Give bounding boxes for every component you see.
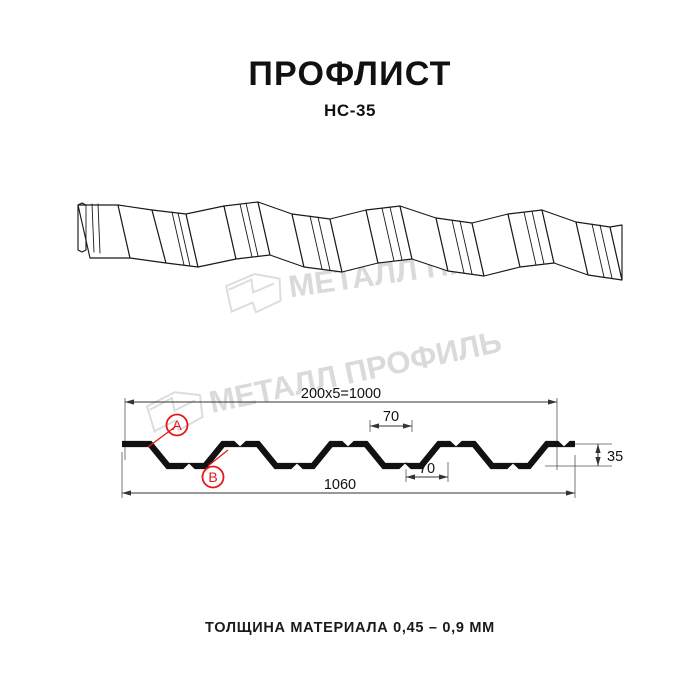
iso-face-slope-4 <box>541 209 589 276</box>
watermark-top: МЕТАЛЛ ПРОФИЛЬ <box>224 228 586 314</box>
iso-face-valley-4 <box>575 221 623 281</box>
iso-fold-lines-5 <box>381 206 403 262</box>
callout-a-leader <box>147 426 176 448</box>
iso-face-top-1 <box>77 204 131 259</box>
iso-face-slope-3 <box>399 205 449 272</box>
callout-a-circle <box>165 413 189 437</box>
metall-profil-logo-icon-2 <box>145 391 204 433</box>
iso-face-right-cap <box>609 224 623 281</box>
dim-label-height: 35 <box>607 449 623 465</box>
extension-lines <box>121 398 612 498</box>
iso-face-valley-3 <box>435 217 485 277</box>
metall-profil-logo-icon <box>224 273 282 314</box>
iso-end-cap <box>77 202 87 253</box>
iso-fold-lines-7 <box>523 210 545 266</box>
watermark-bottom: МЕТАЛЛ ПРОФИЛЬ <box>145 324 505 433</box>
callout-b-leader <box>207 449 229 467</box>
iso-fold-lines-4 <box>309 215 331 271</box>
callout-b-label: B <box>208 469 217 485</box>
iso-face-rise-2 <box>329 209 379 273</box>
page-title: ПРОФЛИСТ <box>248 55 452 93</box>
iso-fold-lines-1 <box>85 203 101 254</box>
iso-face-valley-1 <box>151 209 199 268</box>
stiffening-ribs-bottom <box>183 463 519 470</box>
model-designation: НС-35 <box>323 101 377 120</box>
iso-face-crest-3 <box>507 209 555 268</box>
dim-label-cover-width: 200x5=1000 <box>301 386 381 402</box>
callout-group: A B <box>147 413 229 489</box>
iso-face-rise-3 <box>471 213 521 277</box>
profile-outline <box>122 440 575 470</box>
iso-face-crest-2 <box>365 205 413 264</box>
iso-fold-lines-2 <box>171 211 191 267</box>
dimension-lines <box>122 399 601 496</box>
watermark-text-2: МЕТАЛЛ ПРОФИЛЬ <box>206 324 505 420</box>
material-thickness-note: ТОЛЩИНА МАТЕРИАЛА 0,45 – 0,9 ММ <box>205 620 495 636</box>
dimension-labels: 200x5=1000 1060 70 70 35 <box>301 386 623 493</box>
stiffening-ribs-top <box>234 440 570 447</box>
callout-b-circle <box>201 465 225 489</box>
iso-face-slope-2 <box>257 201 305 268</box>
iso-fold-lines-8 <box>591 223 613 279</box>
iso-fold-lines-6 <box>451 219 473 275</box>
dim-label-flat-top: 70 <box>383 409 399 425</box>
iso-face-valley-2 <box>291 213 343 273</box>
iso-face-crest-1 <box>223 201 271 260</box>
dim-label-overall-width: 1060 <box>324 477 356 493</box>
iso-face-slope-1 <box>117 204 167 264</box>
watermark-text: МЕТАЛЛ ПРОФИЛЬ <box>286 228 586 304</box>
callout-a-label: A <box>172 417 182 433</box>
dim-label-flat-bottom: 70 <box>419 461 435 477</box>
iso-fold-lines-3 <box>239 202 259 258</box>
iso-face-rise-1 <box>185 205 237 268</box>
